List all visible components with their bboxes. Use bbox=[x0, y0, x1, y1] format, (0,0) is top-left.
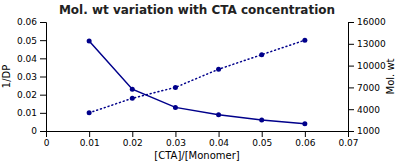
x-axis-tick: 0.01 bbox=[80, 131, 100, 148]
y-axis-tick-mark bbox=[40, 40, 46, 41]
y-axis-tick: 0.02 bbox=[17, 90, 46, 100]
y-axis-tick: 0.05 bbox=[17, 36, 46, 46]
x-axis-line bbox=[47, 132, 349, 138]
series-point bbox=[302, 121, 307, 126]
series-point bbox=[259, 118, 264, 123]
x-axis-tick-label: 0.07 bbox=[338, 138, 358, 148]
series-point bbox=[302, 38, 307, 43]
x-axis-tick-mark bbox=[175, 131, 176, 137]
series-line bbox=[89, 40, 305, 113]
y-axis-tick-label: 0.04 bbox=[17, 54, 37, 64]
series-point bbox=[87, 39, 92, 44]
x-axis-tick-label: 0.04 bbox=[209, 138, 229, 148]
y-axis-tick: 0.04 bbox=[17, 54, 46, 64]
x-axis-tick-mark bbox=[132, 131, 133, 137]
y-axis-tick: 0.06 bbox=[17, 17, 46, 27]
series-point bbox=[173, 85, 178, 90]
series-point bbox=[216, 67, 221, 72]
y-axis-tick: 0.03 bbox=[17, 72, 46, 82]
y-axis-tick-mark bbox=[40, 58, 46, 59]
x-axis-tick: 0.04 bbox=[209, 131, 229, 148]
y2-axis-tick: 16000 bbox=[348, 17, 386, 27]
x-axis-tick-label: 0 bbox=[44, 138, 50, 148]
chart: 0 0.01 0.02 0.03 0.04 0.05 0.06 0.07 0 0.01 0.02 0.… bbox=[0, 0, 400, 163]
y2-axis-title: Mol. wt bbox=[385, 58, 396, 94]
y-axis-tick-mark bbox=[40, 131, 46, 132]
series-point bbox=[87, 110, 92, 115]
y-axis-tick-label: 0.02 bbox=[17, 90, 37, 100]
x-axis-tick-label: 0.02 bbox=[123, 138, 143, 148]
x-axis-tick-label: 0.05 bbox=[252, 138, 272, 148]
y-axis-tick-mark bbox=[40, 113, 46, 114]
x-axis: 0 0.01 0.02 0.03 0.04 0.05 0.06 0.07 bbox=[44, 131, 359, 148]
y-axis-tick-label: 0.06 bbox=[17, 17, 37, 27]
y-axis-tick-mark bbox=[40, 95, 46, 96]
y2-axis-tick-label: 13000 bbox=[357, 39, 386, 49]
x-axis-tick: 0.05 bbox=[252, 131, 272, 148]
x-axis-tick: 0.02 bbox=[123, 131, 143, 148]
y2-axis: 1000 4000 7000 10000 13000 16000 bbox=[348, 17, 386, 136]
y2-axis-tick-label: 10000 bbox=[357, 61, 386, 71]
series-point bbox=[173, 105, 178, 110]
y2-axis-tick-label: 7000 bbox=[357, 83, 380, 93]
y2-axis-tick-mark bbox=[348, 131, 354, 132]
y-axis-tick-mark bbox=[40, 22, 46, 23]
x-axis-tick-label: 0.01 bbox=[80, 138, 100, 148]
x-axis-tick-mark bbox=[305, 131, 306, 137]
x-axis-tick: 0.07 bbox=[338, 131, 358, 148]
y2-axis-tick-label: 4000 bbox=[357, 105, 380, 115]
y2-axis-tick-mark bbox=[348, 22, 354, 23]
y2-axis-tick: 13000 bbox=[348, 39, 386, 49]
y2-axis-tick-mark bbox=[348, 66, 354, 67]
series-point bbox=[259, 52, 264, 57]
y-axis-tick-mark bbox=[40, 77, 46, 78]
x-axis-tick-mark bbox=[89, 131, 90, 137]
x-axis-tick-mark bbox=[262, 131, 263, 137]
x-axis-tick: 0 bbox=[44, 131, 50, 148]
y-axis-title: 1/DP bbox=[1, 65, 12, 88]
y2-axis-tick: 7000 bbox=[348, 83, 380, 93]
series-point bbox=[130, 87, 135, 92]
plot-area bbox=[87, 38, 308, 127]
y-axis-tick-label: 0.03 bbox=[17, 72, 37, 82]
x-axis-title: [CTA]/[Monomer] bbox=[154, 150, 239, 161]
y2-axis-tick-mark bbox=[348, 44, 354, 45]
x-axis-tick-label: 0.06 bbox=[295, 138, 315, 148]
x-axis-tick: 0.03 bbox=[166, 131, 186, 148]
chart-title: Mol. wt variation with CTA concentration bbox=[59, 3, 335, 17]
x-axis-tick-mark bbox=[219, 131, 220, 137]
y2-axis-tick-label: 1000 bbox=[357, 126, 380, 136]
y2-axis-tick: 10000 bbox=[348, 61, 386, 71]
y-axis-line bbox=[40, 23, 47, 132]
y-axis-tick-label: 0 bbox=[31, 126, 37, 136]
y2-axis-tick: 4000 bbox=[348, 105, 380, 115]
y-axis: 0 0.01 0.02 0.03 0.04 0.05 0.06 bbox=[17, 17, 47, 136]
series-point bbox=[216, 112, 221, 117]
x-axis-tick-label: 0.03 bbox=[166, 138, 186, 148]
y-axis-tick: 0 bbox=[31, 126, 46, 136]
x-axis-tick: 0.06 bbox=[295, 131, 315, 148]
y-axis-tick-label: 0.01 bbox=[17, 108, 37, 118]
y2-axis-tick-label: 16000 bbox=[357, 17, 386, 27]
series-point bbox=[130, 96, 135, 101]
y-axis-tick-label: 0.05 bbox=[17, 36, 37, 46]
y2-axis-tick-mark bbox=[348, 109, 354, 110]
y-axis-tick: 0.01 bbox=[17, 108, 46, 118]
y2-axis-line bbox=[349, 23, 355, 132]
y2-axis-tick: 1000 bbox=[348, 126, 380, 136]
series-line bbox=[89, 41, 305, 124]
y2-axis-tick-mark bbox=[348, 87, 354, 88]
